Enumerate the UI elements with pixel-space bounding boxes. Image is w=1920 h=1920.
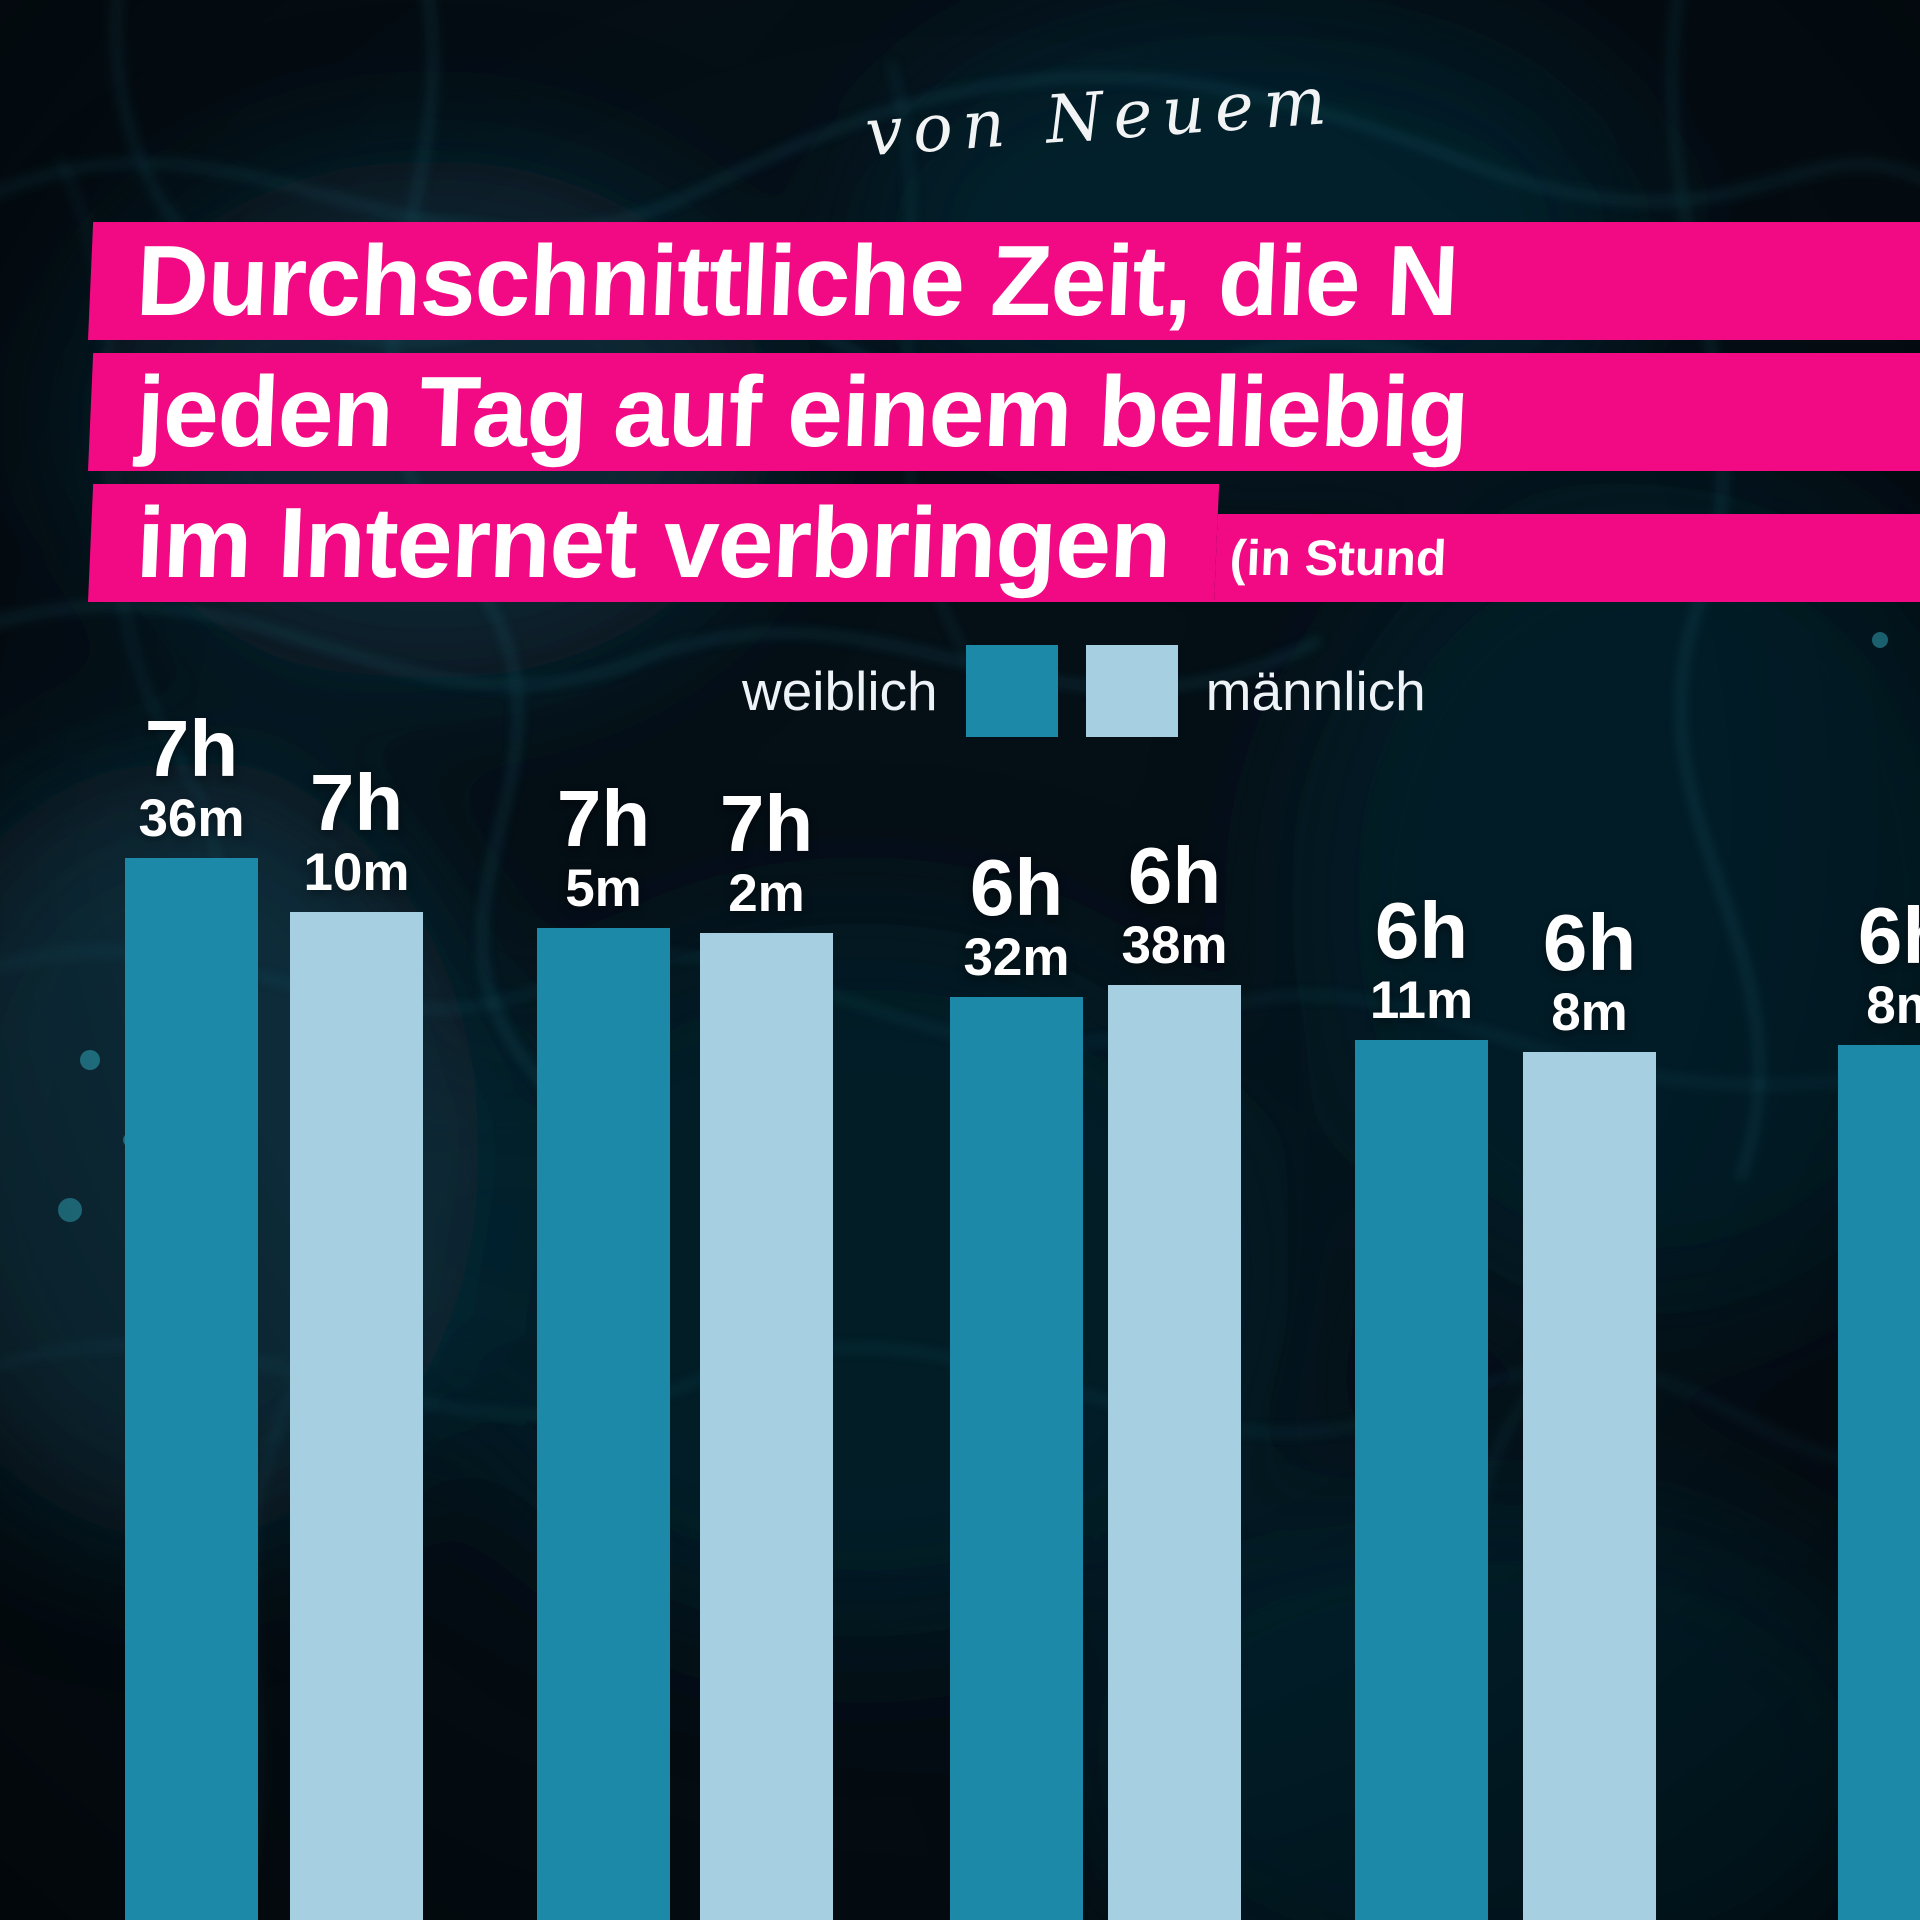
bar-value-label-5: 6h 38m [1121, 835, 1227, 975]
bar-value-label-3: 7h 2m [720, 783, 813, 923]
bar-minutes-label: 38m [1121, 916, 1228, 975]
bar-weiblich-8 [1838, 1045, 1920, 1920]
bar-hours-label: 7h [309, 758, 404, 847]
bar-weiblich-0 [125, 858, 258, 1920]
bar-value-label-7: 6h 8m [1543, 902, 1636, 1042]
chart-legend: weiblich männlich [742, 645, 1426, 737]
legend-swatch-weiblich [965, 645, 1058, 737]
bar-hours-label: 6h [1542, 898, 1637, 987]
bar-weiblich-2 [537, 928, 670, 1920]
bar-maennlich-1 [290, 912, 423, 1920]
bar-hours-label: 6h [969, 843, 1064, 932]
bar-hours-label: 6h [1127, 831, 1222, 920]
bar-maennlich-5 [1108, 985, 1241, 1920]
bar-hours-label: 6h [1374, 886, 1469, 975]
bar-value-label-6: 6h 11m [1370, 890, 1473, 1030]
bar-value-label-1: 7h 10m [303, 762, 409, 902]
bar-hours-label: 7h [144, 704, 239, 793]
legend-swatch-maennlich [1085, 645, 1178, 737]
bar-hours-label: 7h [719, 779, 814, 868]
bar-minutes-label: 11m [1369, 971, 1474, 1030]
bar-minutes-label: 8m [1866, 976, 1920, 1035]
bar-minutes-label: 2m [728, 864, 805, 923]
legend-label-weiblich: weiblich [742, 660, 938, 722]
bar-weiblich-6 [1355, 1040, 1488, 1920]
legend-label-maennlich: männlich [1205, 660, 1426, 722]
bar-value-label-4: 6h 32m [963, 847, 1069, 987]
bar-minutes-label: 8m [1551, 983, 1628, 1042]
bar-maennlich-7 [1523, 1052, 1656, 1920]
bar-weiblich-4 [950, 997, 1083, 1920]
bar-minutes-label: 5m [565, 859, 642, 918]
bar-minutes-label: 32m [963, 928, 1070, 987]
bar-hours-label: 7h [556, 774, 651, 863]
bar-minutes-label: 10m [303, 843, 410, 902]
bar-value-label-0: 7h 36m [138, 708, 244, 848]
bar-hours-label: 6h [1857, 891, 1920, 980]
bar-maennlich-3 [700, 933, 833, 1920]
bar-value-label-2: 7h 5m [557, 778, 650, 918]
bar-minutes-label: 36m [138, 789, 245, 848]
